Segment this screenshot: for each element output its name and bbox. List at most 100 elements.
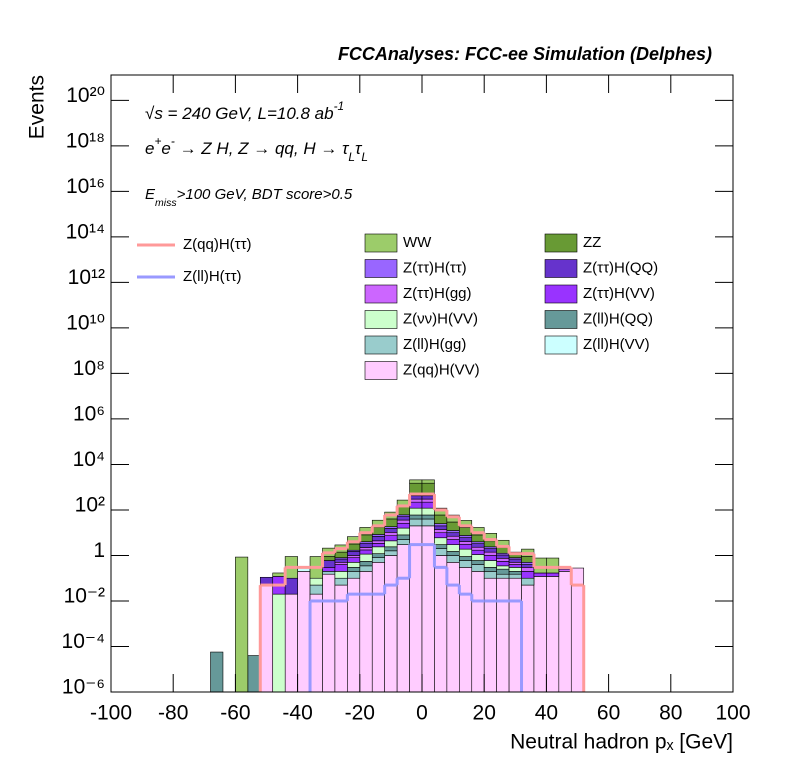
legend-swatch bbox=[364, 233, 398, 253]
x-tick-label: -60 bbox=[220, 702, 250, 725]
bar bbox=[396, 516, 410, 521]
bar bbox=[322, 560, 336, 568]
bar bbox=[322, 573, 336, 693]
bar bbox=[521, 577, 535, 586]
bar bbox=[272, 572, 286, 577]
x-tick-label: -40 bbox=[282, 702, 312, 725]
y-tick-label: 10¹⁴ bbox=[66, 220, 105, 243]
bar bbox=[496, 554, 510, 559]
legend-label: Z(qq)H(VV) bbox=[403, 361, 480, 378]
legend-label: ZZ bbox=[583, 234, 601, 251]
bar bbox=[334, 564, 348, 572]
bar bbox=[421, 498, 435, 503]
annotation: Emiss>100 GeV, BDT score>0.5 bbox=[145, 186, 353, 209]
bar bbox=[496, 565, 510, 570]
bar bbox=[496, 577, 510, 693]
annotation-part: L bbox=[348, 150, 355, 164]
bar bbox=[384, 528, 398, 533]
y-tick-label: 10¹⁶ bbox=[66, 175, 105, 198]
annotation-part: + bbox=[154, 134, 161, 148]
annotation-part: - bbox=[171, 134, 175, 148]
bar bbox=[459, 527, 473, 536]
bar bbox=[334, 571, 348, 579]
y-tick-label: 10¹⁸ bbox=[66, 129, 105, 152]
bar bbox=[359, 549, 373, 555]
bar bbox=[558, 571, 572, 693]
bar bbox=[446, 562, 460, 693]
bar bbox=[347, 571, 361, 579]
legend-label: Z(ll)H(ττ) bbox=[183, 268, 242, 285]
bar bbox=[521, 564, 535, 568]
legend-swatch bbox=[544, 310, 578, 329]
bar bbox=[384, 540, 398, 548]
bar bbox=[384, 555, 398, 693]
legend-label: Z(ll)H(VV) bbox=[583, 336, 650, 353]
annotation-part: √s = 240 GeV, L=10.8 ab bbox=[145, 104, 334, 123]
bar bbox=[409, 495, 423, 500]
bar bbox=[396, 527, 410, 536]
annotation: e+e- → Z H, Z → qq, H → τLτL bbox=[145, 134, 368, 164]
y-axis-label: Events bbox=[26, 75, 49, 139]
bar bbox=[496, 573, 510, 579]
bar bbox=[334, 577, 348, 586]
annotation-part: >100 GeV, BDT score>0.5 bbox=[177, 186, 353, 203]
legend-swatch bbox=[364, 259, 398, 278]
bar bbox=[471, 549, 485, 555]
x-tick-label: -100 bbox=[90, 702, 132, 725]
bar bbox=[371, 557, 385, 563]
bar bbox=[471, 571, 485, 693]
bar bbox=[471, 564, 485, 572]
bar bbox=[322, 571, 336, 575]
bar bbox=[546, 557, 560, 574]
legend-label: Z(ll)H(gg) bbox=[403, 336, 466, 353]
bar bbox=[421, 514, 435, 520]
bar bbox=[247, 655, 261, 693]
legend-swatch bbox=[544, 233, 578, 253]
legend-label: Z(ll)H(QQ) bbox=[583, 310, 653, 327]
legend-label: Z(νν)H(VV) bbox=[403, 310, 478, 327]
bar bbox=[347, 557, 361, 563]
bar bbox=[459, 543, 473, 550]
annotation-part: e bbox=[161, 139, 170, 158]
bar bbox=[446, 521, 460, 531]
bar bbox=[446, 551, 460, 556]
bar bbox=[446, 544, 460, 552]
annotation-part: → Z H, Z → qq, H → τ bbox=[175, 139, 350, 158]
annotation-part: τ bbox=[355, 139, 363, 158]
bar bbox=[471, 534, 485, 543]
bar bbox=[471, 554, 485, 561]
legend-label: Z(qq)H(ττ) bbox=[183, 236, 252, 253]
bar bbox=[347, 567, 361, 572]
bar bbox=[347, 551, 361, 556]
bar bbox=[521, 584, 535, 693]
x-tick-label: 100 bbox=[715, 702, 750, 725]
legend-label: Z(ττ)H(ττ) bbox=[403, 259, 467, 276]
bar bbox=[259, 584, 274, 693]
bar bbox=[409, 525, 423, 693]
bar bbox=[384, 518, 398, 527]
bar bbox=[322, 556, 336, 561]
annotation-part: -1 bbox=[334, 99, 345, 113]
bar bbox=[421, 495, 435, 500]
bar bbox=[434, 537, 448, 545]
bar bbox=[459, 537, 473, 542]
bar bbox=[297, 571, 311, 693]
annotation-part: e bbox=[145, 139, 154, 158]
bar bbox=[459, 567, 473, 693]
bar bbox=[371, 543, 385, 548]
y-tick-label: 10⁻² bbox=[64, 585, 105, 608]
y-tick-label: 10⁻⁶ bbox=[62, 676, 105, 699]
y-tick-label: 10⁴ bbox=[73, 448, 105, 471]
legend-swatch bbox=[364, 284, 398, 304]
bar bbox=[421, 482, 435, 495]
bar bbox=[421, 501, 435, 509]
legend-label: Z(ττ)H(gg) bbox=[403, 285, 472, 302]
bar bbox=[309, 584, 323, 595]
bar bbox=[446, 532, 460, 537]
bar bbox=[334, 562, 348, 565]
bar bbox=[546, 576, 560, 693]
bar bbox=[396, 534, 410, 540]
bar bbox=[508, 577, 522, 693]
bar bbox=[434, 555, 448, 693]
